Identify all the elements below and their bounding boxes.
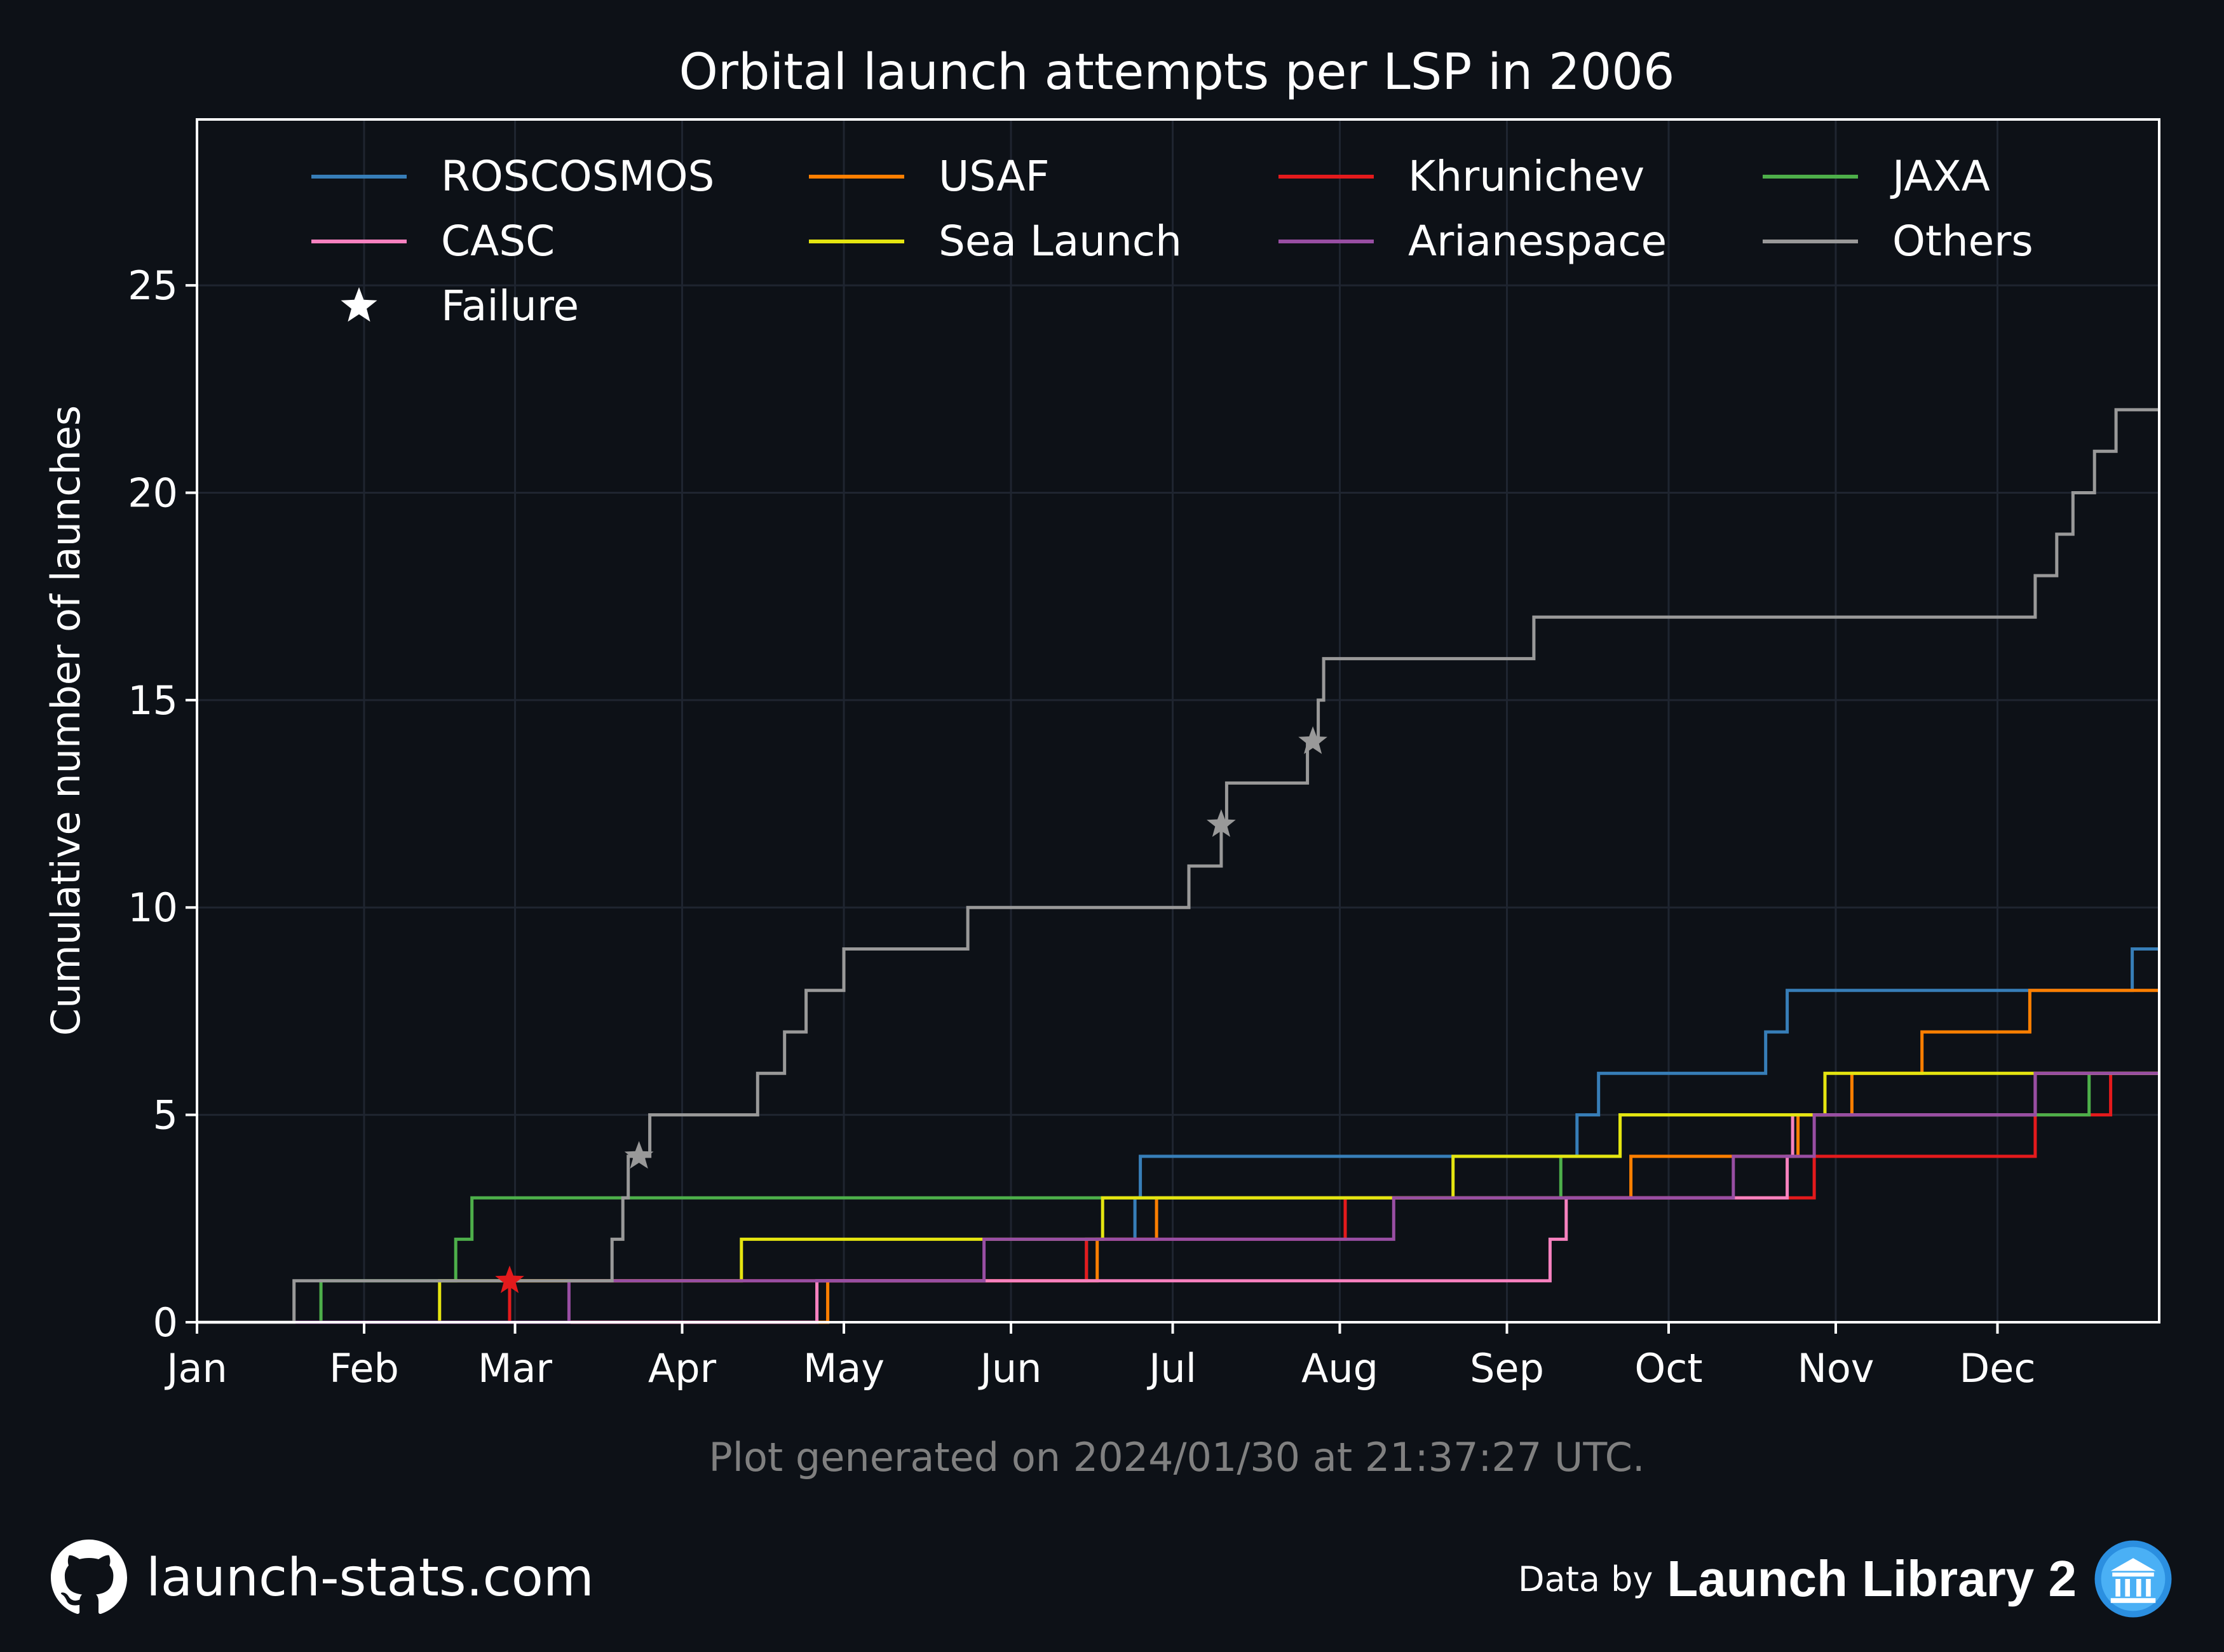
failure-markers [495, 726, 1327, 1294]
axes: Jan Feb Mar Apr May Jun Jul Aug Sep Oct Nov Dec 0 5 10… [128, 262, 2035, 1391]
series-line-roscosmos [197, 947, 2159, 1324]
legend-label-others: Others [1892, 217, 2033, 266]
x-tick-label: Apr [648, 1345, 717, 1391]
x-tick-label: Dec [1960, 1345, 2036, 1391]
series-line-arianespace [197, 1071, 2159, 1324]
plot-frame [196, 118, 2160, 1324]
y-tick-label: 0 [153, 1299, 178, 1346]
failure-marker-others [624, 1141, 654, 1169]
failure-marker-khrunichev [495, 1265, 524, 1294]
github-icon [51, 1540, 127, 1615]
series-lines [197, 408, 2159, 1324]
data-by-label: Data by [1518, 1559, 1653, 1599]
legend-label-jaxa: JAXA [1890, 152, 1990, 201]
legend: ROSCOSMOS USAF Khrunichev JAXA CASC Sea Launc… [311, 152, 2033, 330]
legend-label-roscosmos: ROSCOSMOS [441, 152, 714, 201]
legend-label-failure: Failure [441, 281, 579, 330]
x-tick-label: Nov [1797, 1345, 1874, 1391]
legend-label-khrunichev: Khrunichev [1408, 152, 1644, 201]
footer-credit: Data by Launch Library 2 [1518, 1540, 2173, 1618]
x-tick-label: Feb [329, 1345, 399, 1391]
x-tick-label: Jul [1146, 1345, 1197, 1391]
launch-library-label[interactable]: Launch Library 2 [1667, 1550, 2077, 1607]
legend-label-usaf: USAF [939, 152, 1050, 201]
launch-library-logo-icon [2094, 1540, 2172, 1618]
y-tick-label: 5 [153, 1092, 178, 1139]
x-tick-label: Aug [1301, 1345, 1378, 1391]
failure-marker-others [1298, 726, 1327, 754]
legend-label-sea-launch: Sea Launch [939, 217, 1182, 266]
x-tick-label: Oct [1634, 1345, 1702, 1391]
y-tick-label: 10 [128, 884, 178, 931]
y-tick-label: 15 [128, 677, 178, 724]
x-tick-label: Mar [478, 1345, 552, 1391]
y-tick-label: 20 [128, 470, 178, 516]
x-tick-label: May [803, 1345, 885, 1391]
y-tick-label: 25 [128, 262, 178, 309]
footer-site: launch-stats.com [51, 1540, 594, 1615]
legend-failure-star-icon [341, 287, 377, 322]
legend-label-arianespace: Arianespace [1408, 217, 1667, 266]
site-url[interactable]: launch-stats.com [146, 1547, 594, 1608]
x-tick-label: Jan [164, 1345, 227, 1391]
failure-marker-others [1207, 809, 1236, 837]
x-tick-label: Sep [1470, 1345, 1544, 1391]
legend-label-casc: CASC [441, 217, 555, 266]
y-axis-label: Cumulative number of launches [43, 405, 89, 1036]
plot-generated-note: Plot generated on 2024/01/30 at 21:37:27… [709, 1434, 1644, 1480]
chart-title: Orbital launch attempts per LSP in 2006 [679, 44, 1675, 101]
x-tick-label: Jun [978, 1345, 1042, 1391]
series-line-others [197, 408, 2159, 1324]
